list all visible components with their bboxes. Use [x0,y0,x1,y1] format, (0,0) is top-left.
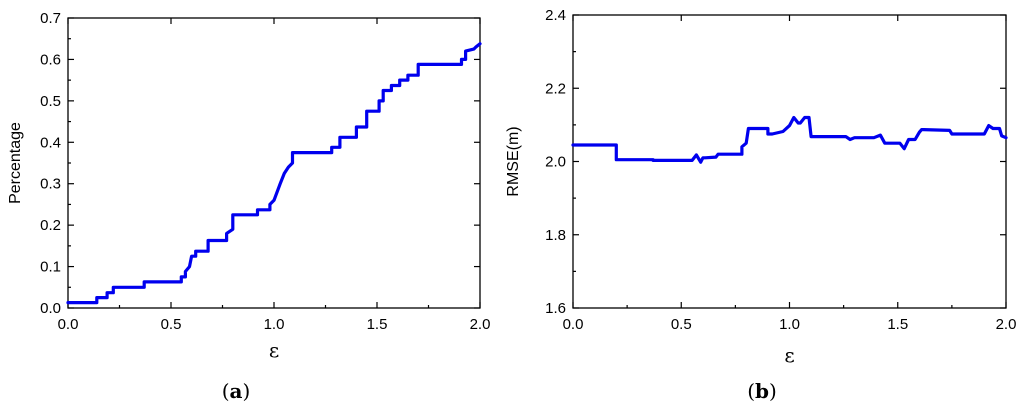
panel-caption-letter: b [755,379,769,403]
chart-panel-a: 0.0 0.5 1.0 1.5 2.0 0.0 0.1 0.2 0.3 0.4 0.5 0.6 0.7 ε… [7,10,490,403]
y-axis-label: Percentage [7,122,24,204]
y-tick-label: 0.0 [40,300,61,317]
y-tick-label: 0.7 [40,10,61,27]
panel-caption: (b) [747,379,777,403]
x-tick-label: 2.0 [996,316,1017,333]
series-line [571,115,1008,164]
x-tick-label: 1.5 [887,316,908,333]
x-tick-label: 0.0 [58,316,79,333]
y-tick-label: 2.2 [545,80,566,97]
plot-frame [67,17,481,309]
x-axis-label: ε [269,338,279,362]
series-line [66,42,482,305]
panel-caption: (a) [222,379,251,403]
y-tick-label: 1.6 [545,300,566,317]
y-tick-label: 0.5 [40,93,61,110]
y-tick-label: 0.6 [40,51,61,68]
x-tick-label: 2.0 [470,316,491,333]
y-tick-label: 0.3 [40,176,61,193]
y-tick-label: 0.4 [40,134,61,151]
plot-frame [572,14,1007,309]
y-axis-label: RMSE(m) [505,126,522,196]
x-tick-label: 0.0 [563,316,584,333]
chart-panel-b: 0.0 0.5 1.0 1.5 2.0 1.6 1.8 2.0 2.2 2.4 ε RMSE(m) (b… [505,7,1016,403]
x-tick-label: 0.5 [671,316,692,333]
y-tick-label: 2.4 [545,7,566,24]
x-tick-label: 0.5 [161,316,182,333]
y-tick-label: 2.0 [545,154,566,171]
x-tick-label: 1.0 [264,316,285,333]
x-tick-label: 1.5 [367,316,388,333]
y-tick-label: 0.2 [40,217,61,234]
x-axis-label: ε [784,343,794,367]
y-tick-label: 1.8 [545,227,566,244]
x-tick-label: 1.0 [779,316,800,333]
panel-caption-letter: a [230,379,243,403]
y-tick-label: 0.1 [40,259,61,276]
